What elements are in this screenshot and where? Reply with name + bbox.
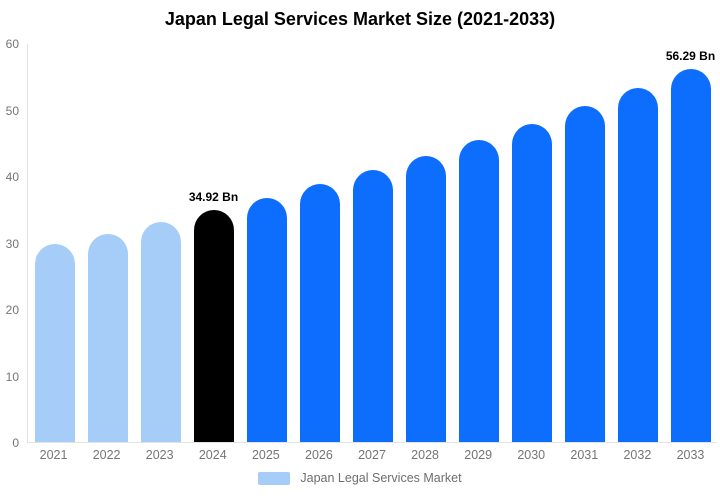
plot-area: 34.92 Bn 56.29 Bn (27, 44, 717, 443)
x-axis-label-2033: 2033 (676, 448, 705, 462)
x-axis-label-2021: 2021 (39, 448, 68, 462)
bar-2027[interactable] (352, 170, 393, 442)
legend-item[interactable]: Japan Legal Services Market (0, 471, 720, 485)
bar-value-label-2024: 34.92 Bn (188, 190, 239, 205)
bar-2032[interactable] (617, 87, 658, 442)
bar-slot-2027 (346, 44, 399, 442)
bar-2030[interactable] (511, 123, 552, 442)
x-axis-label-2023: 2023 (145, 448, 174, 462)
x-axis-label-2030: 2030 (517, 448, 546, 462)
y-axis-tick-30: 30 (5, 236, 19, 251)
legend-swatch (258, 471, 291, 485)
bar-slot-2021 (28, 44, 81, 442)
bar-2026[interactable] (299, 184, 340, 442)
y-axis-tick-0: 0 (12, 436, 19, 450)
bar-2031[interactable] (564, 106, 605, 442)
x-axis-label-2027: 2027 (358, 448, 386, 462)
bar-2024[interactable] (193, 210, 234, 442)
x-axis-label-2031: 2031 (570, 448, 599, 462)
y-axis-tick-60: 60 (5, 37, 19, 51)
bar-2028[interactable] (405, 155, 446, 442)
bar-slot-2031 (558, 44, 611, 442)
x-axis-labels: 2021 2022 2023 2024 2025 2026 2027 2028 2029 2030… (27, 448, 717, 462)
bar-value-label-2033: 56.29 Bn (665, 48, 716, 63)
bar-slot-2033: 56.29 Bn (664, 44, 717, 442)
x-axis-label-2026: 2026 (305, 448, 333, 462)
y-axis-labels: 0 10 20 30 40 50 60 (0, 38, 22, 449)
x-axis-label-2028: 2028 (411, 448, 439, 462)
x-axis-label-2032: 2032 (623, 448, 652, 462)
bar-slot-2025 (240, 44, 293, 442)
y-axis-tick-10: 10 (5, 369, 19, 384)
bar-2025[interactable] (246, 197, 287, 442)
chart-title: Japan Legal Services Market Size (2021-2… (164, 9, 556, 29)
bar-slot-2030 (505, 44, 558, 442)
bar-slot-2024: 34.92 Bn (187, 44, 240, 442)
bar-slot-2022 (81, 44, 134, 442)
bar-2023[interactable] (140, 222, 181, 442)
x-axis-label-2029: 2029 (464, 448, 493, 462)
bar-2021[interactable] (34, 244, 75, 442)
bar-slot-2028 (399, 44, 452, 442)
bars-row: 34.92 Bn 56.29 Bn (28, 44, 717, 442)
legend-label: Japan Legal Services Market (300, 471, 462, 485)
x-axis-label-2025: 2025 (251, 448, 280, 462)
bar-2022[interactable] (87, 233, 128, 442)
x-axis-label-2022: 2022 (92, 448, 121, 462)
bar-2033[interactable] (670, 68, 711, 442)
bar-slot-2032 (611, 44, 664, 442)
y-axis-tick-40: 40 (5, 170, 19, 185)
y-axis-tick-20: 20 (5, 303, 19, 318)
bar-slot-2029 (452, 44, 505, 442)
bar-slot-2023 (134, 44, 187, 442)
y-axis-tick-50: 50 (5, 103, 19, 118)
bar-slot-2026 (293, 44, 346, 442)
x-axis-label-2024: 2024 (198, 448, 227, 462)
bar-2029[interactable] (458, 139, 499, 442)
